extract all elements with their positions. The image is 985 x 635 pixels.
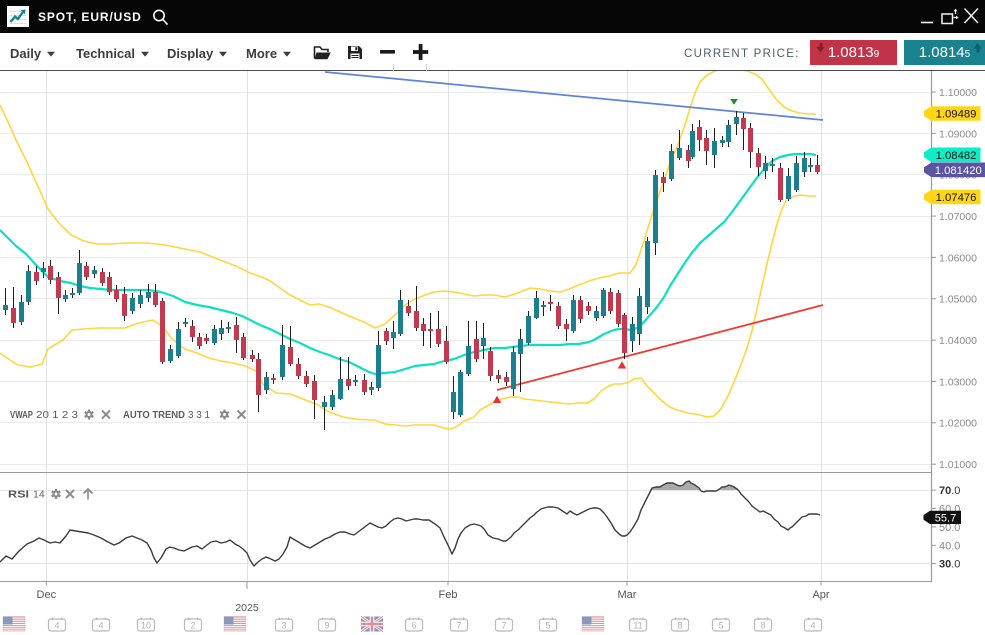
svg-text:70.0: 70.0 [939, 485, 960, 497]
svg-text:Apr: Apr [812, 589, 829, 601]
svg-text:5: 5 [545, 621, 550, 631]
svg-text:5: 5 [718, 621, 723, 631]
svg-text:20 1 2 3: 20 1 2 3 [36, 409, 78, 421]
svg-text:1.07000: 1.07000 [939, 211, 977, 223]
svg-text:30.0: 30.0 [939, 559, 960, 571]
svg-text:9: 9 [324, 621, 329, 631]
svg-text:7: 7 [456, 621, 461, 631]
svg-text:Dec: Dec [37, 589, 57, 601]
svg-text:8: 8 [677, 621, 682, 631]
svg-text:2: 2 [190, 621, 195, 631]
svg-text:1.06000: 1.06000 [939, 252, 977, 264]
svg-text:Feb: Feb [439, 589, 458, 601]
svg-text:4: 4 [54, 621, 59, 631]
svg-text:Mar: Mar [618, 589, 637, 601]
svg-text:RSI: RSI [8, 489, 29, 501]
svg-text:1.05000: 1.05000 [939, 294, 977, 306]
svg-text:10: 10 [141, 621, 151, 631]
svg-text:1.07476: 1.07476 [936, 192, 977, 204]
svg-text:55.7: 55.7 [935, 513, 956, 525]
svg-text:1.03000: 1.03000 [939, 376, 977, 388]
svg-text:11: 11 [633, 621, 642, 631]
svg-text:1.01000: 1.01000 [939, 459, 977, 471]
svg-text:1.09000: 1.09000 [939, 128, 977, 140]
svg-text:VWAP: VWAP [10, 409, 33, 421]
svg-text:1.02000: 1.02000 [939, 418, 977, 430]
svg-text:14: 14 [33, 489, 45, 501]
svg-text:1.08482: 1.08482 [936, 150, 977, 162]
svg-text:1.081420: 1.081420 [935, 165, 982, 177]
svg-text:50.0: 50.0 [939, 522, 960, 534]
svg-text:1.10000: 1.10000 [939, 87, 977, 99]
svg-text:3: 3 [281, 621, 286, 631]
svg-text:40.0: 40.0 [939, 540, 960, 552]
svg-text:6: 6 [411, 621, 416, 631]
svg-text:4: 4 [98, 621, 103, 631]
svg-text:1.09489: 1.09489 [936, 109, 977, 121]
svg-text:7: 7 [501, 621, 506, 631]
svg-text:4: 4 [810, 621, 815, 631]
svg-text:2025: 2025 [235, 602, 259, 614]
svg-text:8: 8 [760, 621, 765, 631]
svg-text:1.04000: 1.04000 [939, 335, 977, 347]
svg-text:3 3 1: 3 3 1 [188, 409, 210, 421]
svg-text:AUTO TREND: AUTO TREND [123, 409, 185, 421]
